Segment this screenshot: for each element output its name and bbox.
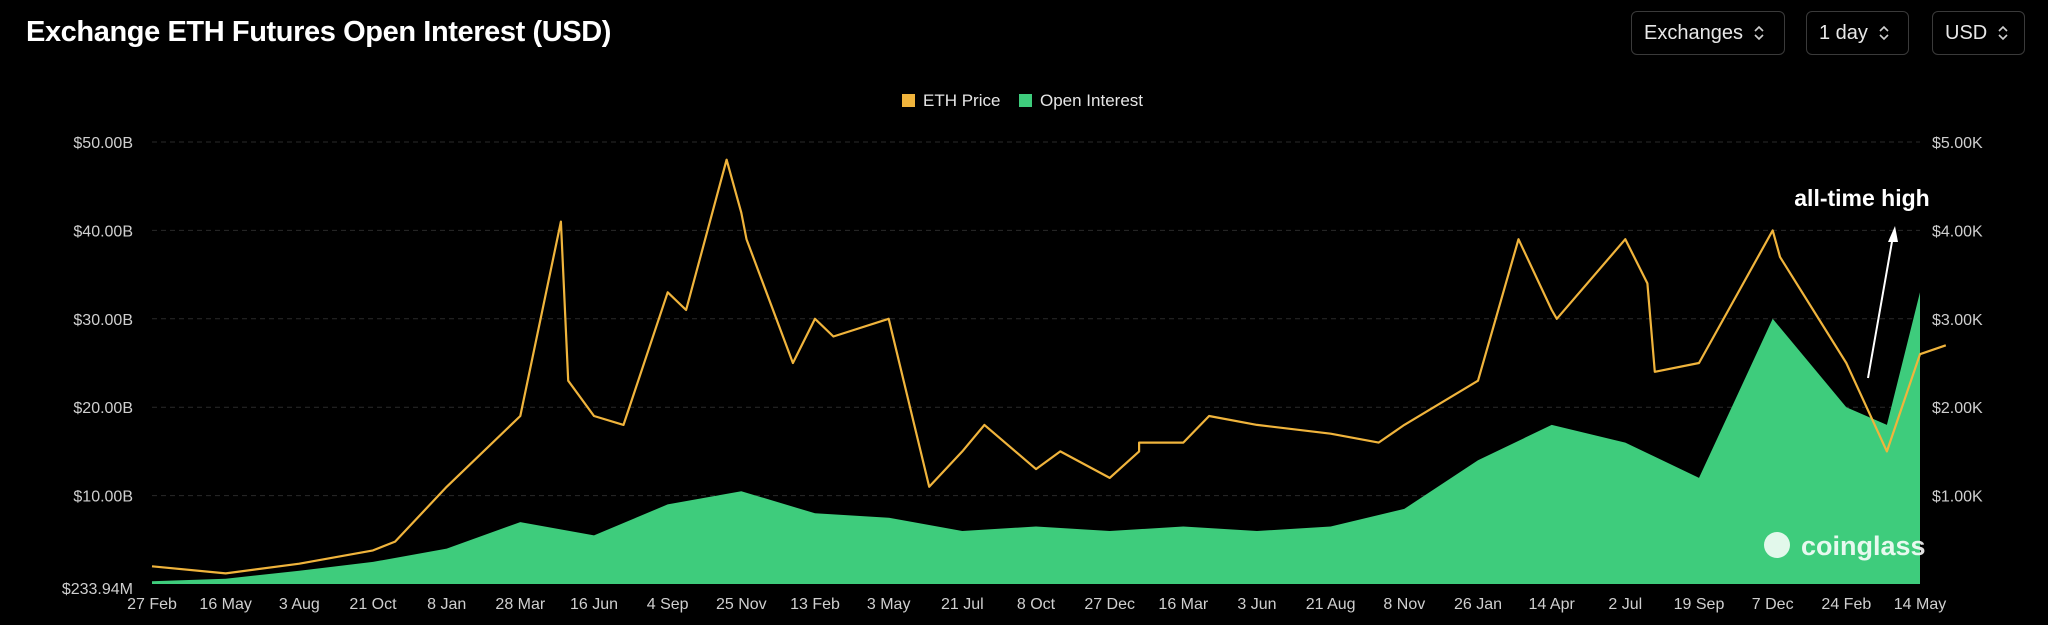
x-tick-label: 19 Sep (1674, 596, 1725, 613)
eth-price-line (151, 158, 1947, 575)
x-tick-label: 8 Jan (427, 596, 466, 613)
x-tick-label: 13 Feb (790, 596, 840, 613)
exchanges-select-value: Exchanges (1644, 21, 1743, 44)
legend[interactable]: ETH Price Open Interest (902, 91, 1143, 110)
x-tick-label: 16 Jun (570, 596, 618, 613)
x-tick-label: 27 Dec (1084, 596, 1135, 613)
exchanges-select[interactable]: Exchanges (1631, 11, 1785, 55)
x-tick-label: 2 Jul (1608, 596, 1642, 613)
x-tick-label: 21 Oct (349, 596, 397, 613)
interval-select-value: 1 day (1819, 21, 1868, 44)
annotation-arrow-line (1867, 235, 1894, 379)
currency-select-value: USD (1945, 21, 1988, 44)
x-tick-label: 25 Nov (716, 596, 767, 613)
open-interest-area-group (152, 221, 1920, 584)
y-right-tick-label: $5.00K (1932, 135, 1983, 152)
chevron-up-down-icon (1998, 25, 2008, 41)
legend-label: Open Interest (1040, 91, 1143, 110)
x-tick-label: 8 Oct (1017, 596, 1056, 613)
x-tick-label: 14 May (1894, 596, 1946, 613)
x-tick-label: 7 Dec (1752, 596, 1794, 613)
x-tick-label: 14 Apr (1529, 596, 1576, 613)
x-tick-label: 27 Feb (127, 596, 177, 613)
annotation: all-time high (1794, 185, 1930, 379)
x-tick-label: 16 May (199, 596, 251, 613)
open-interest-area (152, 221, 1920, 584)
currency-select[interactable]: USD (1932, 11, 2025, 55)
x-tick-label: 21 Jul (941, 596, 984, 613)
x-tick-label: 28 Mar (495, 596, 545, 613)
x-tick-label: 21 Aug (1306, 596, 1356, 613)
x-tick-label: 3 Jun (1237, 596, 1276, 613)
annotation-arrow-head (1888, 226, 1898, 242)
legend-label: ETH Price (923, 91, 1000, 110)
y-right-tick-label: $3.00K (1932, 312, 1983, 329)
y-left-tick-label: $10.00B (73, 489, 133, 506)
y-left-tick-label: $20.00B (73, 400, 133, 417)
x-tick-label: 26 Jan (1454, 596, 1502, 613)
interval-select[interactable]: 1 day (1806, 11, 1909, 55)
y-right-tick-label: $2.00K (1932, 400, 1983, 417)
legend-swatch (1019, 94, 1032, 107)
eth-price-line-group (151, 158, 1947, 575)
chevron-up-down-icon (1754, 25, 1764, 41)
grid (152, 141, 1920, 497)
x-tick-label: 3 Aug (279, 596, 320, 613)
y-right-tick-label: $1.00K (1932, 489, 1983, 506)
y-left-tick-label: $50.00B (73, 135, 133, 152)
axes: $233.94M $10.00B $20.00B $30.00B $40.00B $50.… (62, 135, 1983, 613)
legend-swatch (902, 94, 915, 107)
page-title: Exchange ETH Futures Open Interest (USD) (26, 16, 612, 48)
coinglass-watermark-text: coinglass (1801, 531, 1926, 561)
y-right-tick-label: $4.00K (1932, 223, 1983, 240)
chevron-up-down-icon (1879, 25, 1889, 41)
y-left-tick-label: $30.00B (73, 312, 133, 329)
watermark: coinglass (1764, 531, 1926, 561)
x-tick-label: 4 Sep (647, 596, 689, 613)
x-tick-label: 16 Mar (1158, 596, 1208, 613)
annotation-label: all-time high (1794, 185, 1929, 211)
x-tick-label: 8 Nov (1383, 596, 1425, 613)
y-left-tick-label: $40.00B (73, 223, 133, 240)
coinglass-logo-icon (1764, 532, 1790, 558)
y-left-tick-label: $233.94M (62, 581, 133, 598)
x-tick-label: 3 May (867, 596, 911, 613)
x-tick-label: 24 Feb (1821, 596, 1871, 613)
